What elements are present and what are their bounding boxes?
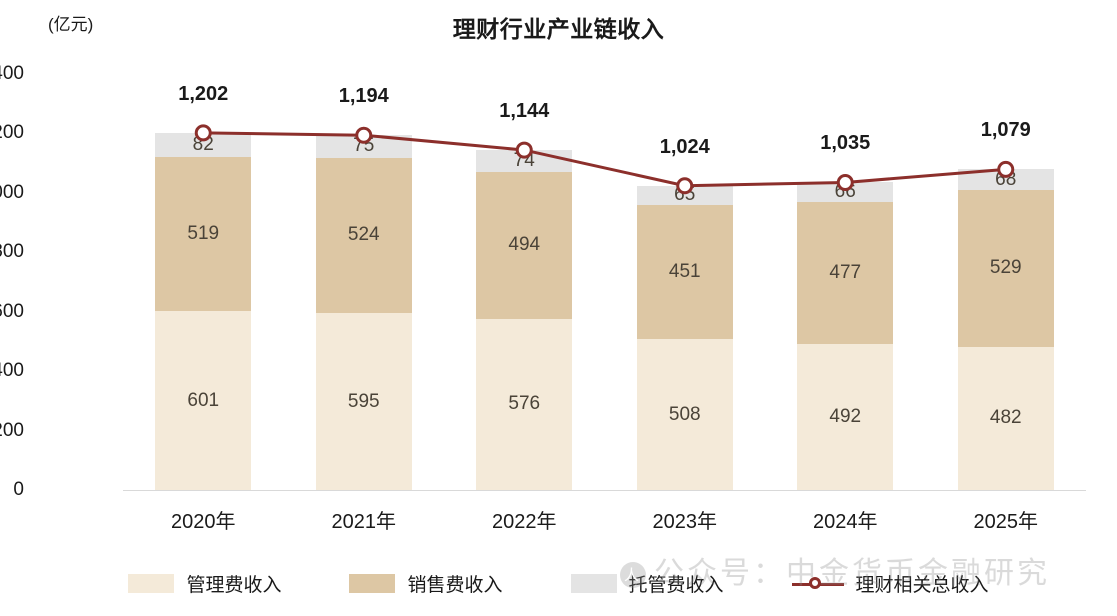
bar-segment-value-label: 492 — [829, 405, 862, 427]
y-axis-tick-label: 0 — [13, 479, 24, 500]
bar-segment-custody-fee: 75 — [315, 135, 412, 158]
y-axis-tick-label: 800 — [0, 241, 24, 263]
bar-segment-management-fee: 576 — [476, 318, 573, 490]
bar-segment-custody-fee: 65 — [636, 184, 733, 206]
bar-segment-value-label: 595 — [347, 390, 380, 412]
x-axis-tick-label: 2025年 — [973, 511, 1039, 533]
legend-marker-icon — [808, 577, 821, 589]
legend-item[interactable]: 销售费收入 — [349, 570, 503, 597]
x-axis-tick-label: 2021年 — [331, 511, 397, 533]
x-axis-tick-label: 2024年 — [813, 511, 878, 533]
y-axis-unit-label: (亿元) — [48, 15, 94, 34]
total-value-label: 1,194 — [338, 85, 389, 108]
bar-segment-value-label: 66 — [834, 181, 856, 203]
bar-segment-custody-fee: 68 — [957, 168, 1054, 190]
bar-segment-sales-fee: 529 — [957, 189, 1054, 347]
bar-segment-management-fee: 492 — [797, 343, 894, 490]
legend-item[interactable]: 托管费收入 — [570, 570, 724, 597]
bar-segment-sales-fee: 451 — [636, 205, 733, 340]
legend-label: 管理费收入 — [186, 575, 282, 596]
x-axis-tick-label: 2020年 — [171, 511, 236, 533]
bar-segment-value-label: 529 — [989, 257, 1022, 279]
legend-swatch-icon — [128, 574, 175, 593]
total-value-label: 1,035 — [820, 132, 871, 155]
bar-segment-value-label: 601 — [187, 389, 220, 411]
bar-segment-value-label: 451 — [668, 261, 701, 283]
bar-segment-value-label: 75 — [353, 135, 375, 157]
legend-swatch-icon — [349, 574, 396, 593]
bar-group: 595 524 75 — [315, 74, 412, 490]
legend-item[interactable]: 理财相关总收入 — [791, 570, 989, 597]
bar-segment-management-fee: 508 — [636, 339, 733, 490]
legend-label: 托管费收入 — [628, 575, 724, 596]
total-value-label: 1,024 — [659, 135, 710, 158]
bar-segment-value-label: 482 — [989, 407, 1022, 429]
y-axis-tick-label: 200 — [0, 419, 24, 441]
bar-segment-sales-fee: 494 — [476, 172, 573, 319]
chart-legend: 管理费收入 销售费收入 托管费收入 理财相关总收入 — [0, 570, 1117, 597]
legend-label: 销售费收入 — [407, 575, 503, 596]
total-value-label: 1,202 — [178, 82, 229, 105]
legend-swatch-icon — [570, 574, 617, 593]
y-axis-tick-label: 1,000 — [0, 181, 24, 203]
bar-group: 482 529 68 — [957, 74, 1054, 490]
x-axis-tick-label: 2023年 — [652, 511, 718, 533]
bar-segment-value-label: 68 — [995, 168, 1017, 190]
chart-title: 理财行业产业链收入 — [452, 16, 665, 42]
bar-segment-management-fee: 482 — [957, 346, 1054, 490]
y-axis-tick-label: 1,400 — [0, 63, 24, 84]
bar-segment-value-label: 576 — [508, 393, 541, 415]
x-axis-line — [123, 490, 1086, 491]
legend-label: 理财相关总收入 — [855, 575, 989, 596]
bar-group: 492 477 66 — [797, 74, 894, 490]
total-value-label: 1,144 — [499, 100, 550, 123]
y-axis-tick-label: 400 — [0, 360, 24, 382]
bar-segment-value-label: 519 — [187, 223, 220, 245]
bar-segment-management-fee: 595 — [315, 313, 412, 490]
bar-segment-custody-fee: 66 — [797, 181, 894, 203]
bar-segment-value-label: 508 — [668, 403, 701, 425]
bar-segment-custody-fee: 82 — [155, 132, 252, 158]
bar-segment-value-label: 477 — [829, 261, 862, 283]
bar-segment-sales-fee: 524 — [315, 157, 412, 314]
y-axis-tick-label: 600 — [0, 300, 24, 322]
bar-segment-sales-fee: 519 — [155, 157, 252, 312]
bar-segment-value-label: 494 — [508, 234, 541, 256]
bar-segment-sales-fee: 477 — [797, 202, 894, 344]
y-axis-tick-label: 1,200 — [0, 122, 24, 144]
bar-segment-value-label: 82 — [192, 134, 214, 156]
total-value-label: 1,079 — [980, 119, 1031, 142]
bar-segment-management-fee: 601 — [155, 311, 252, 490]
legend-item[interactable]: 管理费收入 — [128, 570, 281, 597]
bar-segment-value-label: 74 — [513, 150, 535, 172]
legend-line-icon — [791, 574, 844, 593]
bar-segment-value-label: 524 — [347, 224, 380, 246]
bar-group: 576 494 74 — [476, 74, 573, 490]
x-axis-tick-label: 2022年 — [492, 511, 557, 533]
bar-segment-value-label: 65 — [674, 184, 696, 206]
bar-group: 601 519 82 — [155, 74, 252, 490]
bar-segment-custody-fee: 74 — [476, 150, 573, 173]
